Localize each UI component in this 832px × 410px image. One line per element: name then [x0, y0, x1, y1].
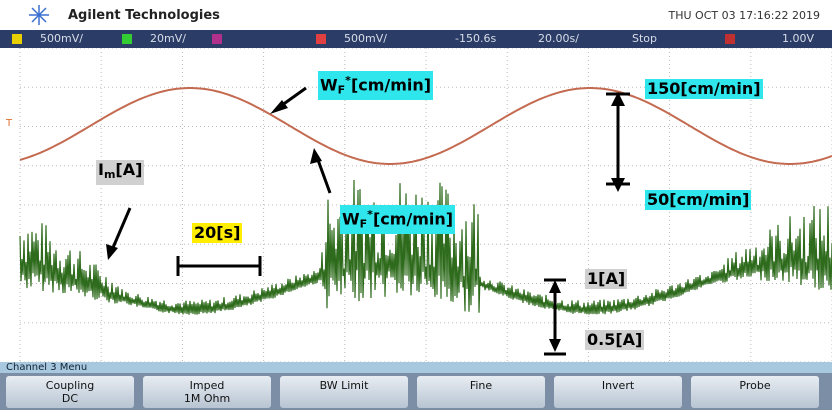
- ch2-icon: [122, 34, 132, 44]
- softkey-label: BW Limit: [280, 379, 408, 392]
- softkey[interactable]: BW Limit: [280, 376, 408, 408]
- softkey[interactable]: Probe: [691, 376, 819, 408]
- logo: [28, 4, 50, 26]
- softkey-value: DC: [6, 392, 134, 405]
- trigger-icon: [725, 34, 735, 44]
- brand: Agilent Technologies: [68, 8, 220, 23]
- text: [cm/min]: [351, 75, 431, 94]
- ch4-icon: [316, 34, 326, 44]
- current-label: Im[A]: [96, 160, 144, 185]
- scope-screen: Agilent Technologies THU OCT 03 17:16:22…: [0, 0, 832, 410]
- softkey-label: Probe: [691, 379, 819, 392]
- ch4-marker: T: [5, 118, 13, 129]
- status-bar: 500mV/ 20mV/ 500mV/ -150.6s 20.00s/ Stop…: [0, 30, 832, 48]
- softkey[interactable]: Invert: [554, 376, 682, 408]
- current-low-label: 0.5[A]: [585, 330, 644, 350]
- ch2-scale: 20mV/: [150, 32, 186, 45]
- text: W: [342, 209, 360, 228]
- timebase: 20.00s/: [538, 32, 579, 45]
- speed-label-upper: WF*[cm/min]: [318, 71, 433, 100]
- softkey-label: Invert: [554, 379, 682, 392]
- time-span-label: 20[s]: [192, 223, 242, 243]
- delay: -150.6s: [455, 32, 496, 45]
- ch3-icon: [212, 34, 222, 44]
- text: [cm/min]: [373, 209, 453, 228]
- current-high-label: 1[A]: [585, 269, 627, 289]
- run-state: Stop: [632, 32, 657, 45]
- datetime: THU OCT 03 17:16:22 2019: [669, 9, 820, 22]
- header: Agilent Technologies THU OCT 03 17:16:22…: [0, 0, 832, 30]
- softkey[interactable]: Fine: [417, 376, 545, 408]
- text: m: [104, 168, 115, 181]
- ch4-scale: 500mV/: [344, 32, 387, 45]
- speed-high-label: 150[cm/min]: [645, 79, 763, 99]
- trigger-level: 1.00V: [782, 32, 814, 45]
- speed-low-label: 50[cm/min]: [645, 190, 751, 210]
- ch1-scale: 500mV/: [40, 32, 83, 45]
- softkey-value: 1M Ohm: [143, 392, 271, 405]
- menu-title: Channel 3 Menu: [0, 362, 832, 373]
- speed-label-lower: WF*[cm/min]: [340, 205, 455, 234]
- text: W: [320, 75, 338, 94]
- softkey-label: Imped: [143, 379, 271, 392]
- ch1-icon: [12, 34, 22, 44]
- softkey-label: Coupling: [6, 379, 134, 392]
- text: [A]: [115, 160, 142, 179]
- softkey-label: Fine: [417, 379, 545, 392]
